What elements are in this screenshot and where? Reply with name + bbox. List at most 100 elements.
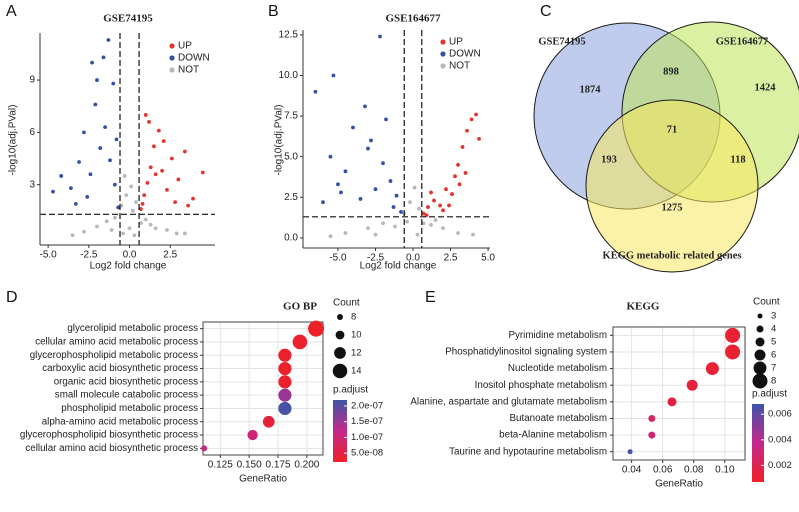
point [412,185,417,190]
point [142,193,147,198]
dot [648,414,656,422]
x-tick-label: 0.150 [237,460,262,471]
point [59,174,64,178]
chart-title: KEGG [626,301,659,313]
venn-count: 898 [663,66,679,77]
venn-set-label: GSE74195 [538,36,585,47]
point [143,217,148,222]
color-legend-title: p.adjust [752,389,787,400]
point [103,125,108,130]
legend-label: DOWN [178,53,210,64]
point [93,102,98,107]
size-legend-label: 12 [351,348,362,359]
size-legend-marker [754,349,766,361]
legend-marker [169,43,175,49]
dot [262,415,275,428]
dot [247,429,258,441]
x-tick-label: -2.5 [80,250,98,261]
x-tick-label: 0.0 [123,250,137,261]
point [182,231,187,236]
point [191,196,195,201]
point [174,231,179,236]
size-legend-marker [755,337,765,347]
point [331,73,336,78]
point [450,192,454,196]
point [469,117,474,122]
category-label: alpha-amino acid metabolic process [42,416,198,427]
point [424,213,429,218]
point [82,130,86,135]
size-legend-marker [335,330,345,340]
category-label: Nucleotide metabolism [508,363,607,374]
point [134,200,138,205]
y-tick-label: 6 [29,127,35,138]
point [343,231,348,235]
dot [725,344,741,360]
size-legend-label: 8 [771,376,776,387]
point [109,228,114,232]
y-tick-label: 3 [29,179,35,190]
size-legend-marker [756,325,764,333]
point [313,89,318,94]
point [415,232,420,237]
point [156,128,161,133]
point [391,205,396,209]
category-label: glycerolipid metabolic process [67,323,198,334]
point [441,226,445,231]
category-label: Phosphatidylinositol signaling system [445,347,607,358]
category-label: Butanoate metabolism [510,413,607,424]
y-tick-label: 5.0 [284,151,298,162]
point [328,154,333,159]
point [69,186,73,191]
point [77,160,81,164]
color-legend-title: p.adjust [333,385,368,396]
point [384,117,388,122]
point [429,223,433,227]
panel-label: B [268,3,279,20]
category-label: carboxylic acid biosynthetic process [42,363,198,374]
point [321,200,325,205]
dot [705,362,719,376]
y-tick-label: 2.5 [284,192,298,203]
point [417,206,421,211]
point [106,38,111,42]
x-tick-label: 0.08 [684,465,704,476]
panel-label: C [540,3,552,20]
point [145,181,150,185]
point [426,205,430,209]
dot [292,334,308,350]
point [366,226,370,231]
y-axis-label: -log10(adj.PVal) [274,105,285,176]
colorbar [333,400,347,462]
point [447,203,451,208]
point [421,221,426,226]
point [98,146,103,150]
point [85,194,90,199]
category-label: Pyrimidine metabolism [508,330,607,341]
point [186,203,191,208]
dot [725,327,741,343]
point [112,182,117,187]
x-tick-label: 0.200 [294,460,319,471]
point [351,125,355,130]
point [182,149,187,154]
point [343,169,348,174]
venn-set [585,99,759,273]
category-label: beta-Alanine metabolism [499,430,607,441]
point [173,200,178,205]
point [366,146,370,151]
x-axis-label: GeneRatio [239,474,287,485]
point [388,179,393,183]
point [465,128,469,133]
point [108,158,112,163]
chart-title: GO BP [283,301,317,313]
legend-marker [440,39,446,45]
size-legend-label: 5 [771,337,776,348]
category-label: Taurine and hypotaurine metabolism [449,446,607,457]
point [70,233,75,238]
x-axis-label: Log2 fold change [360,261,437,272]
x-tick-label: -5.0 [40,250,58,261]
category-label: Alanine, aspartate and glutamate metabol… [410,396,607,407]
point [429,190,433,195]
panel-label: D [6,289,18,306]
